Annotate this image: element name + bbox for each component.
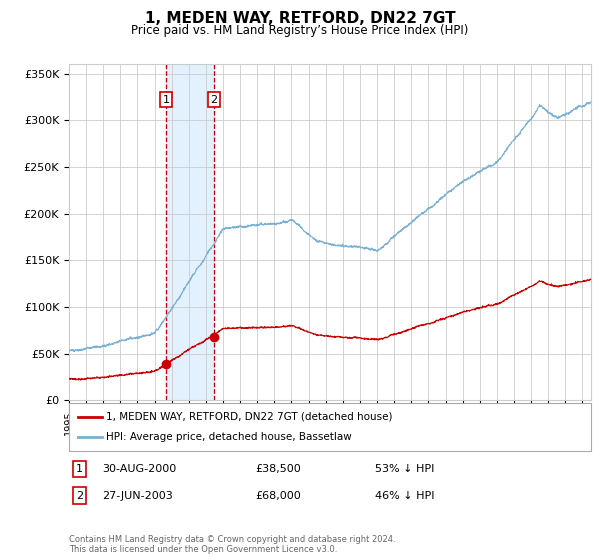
Text: 2: 2 bbox=[211, 95, 218, 105]
Text: 1: 1 bbox=[76, 464, 83, 474]
Bar bbox=[166, 64, 214, 400]
Text: £38,500: £38,500 bbox=[255, 464, 301, 474]
Text: 1, MEDEN WAY, RETFORD, DN22 7GT: 1, MEDEN WAY, RETFORD, DN22 7GT bbox=[145, 11, 455, 26]
Text: HPI: Average price, detached house, Bassetlaw: HPI: Average price, detached house, Bass… bbox=[106, 432, 352, 442]
Text: 53% ↓ HPI: 53% ↓ HPI bbox=[375, 464, 434, 474]
Text: Price paid vs. HM Land Registry’s House Price Index (HPI): Price paid vs. HM Land Registry’s House … bbox=[131, 24, 469, 36]
Text: 1, MEDEN WAY, RETFORD, DN22 7GT (detached house): 1, MEDEN WAY, RETFORD, DN22 7GT (detache… bbox=[106, 412, 392, 422]
Text: 46% ↓ HPI: 46% ↓ HPI bbox=[375, 491, 434, 501]
Text: 27-JUN-2003: 27-JUN-2003 bbox=[102, 491, 173, 501]
Text: £68,000: £68,000 bbox=[255, 491, 301, 501]
Text: Contains HM Land Registry data © Crown copyright and database right 2024.
This d: Contains HM Land Registry data © Crown c… bbox=[69, 535, 395, 554]
Text: 30-AUG-2000: 30-AUG-2000 bbox=[102, 464, 176, 474]
Text: 1: 1 bbox=[163, 95, 169, 105]
Text: 2: 2 bbox=[76, 491, 83, 501]
